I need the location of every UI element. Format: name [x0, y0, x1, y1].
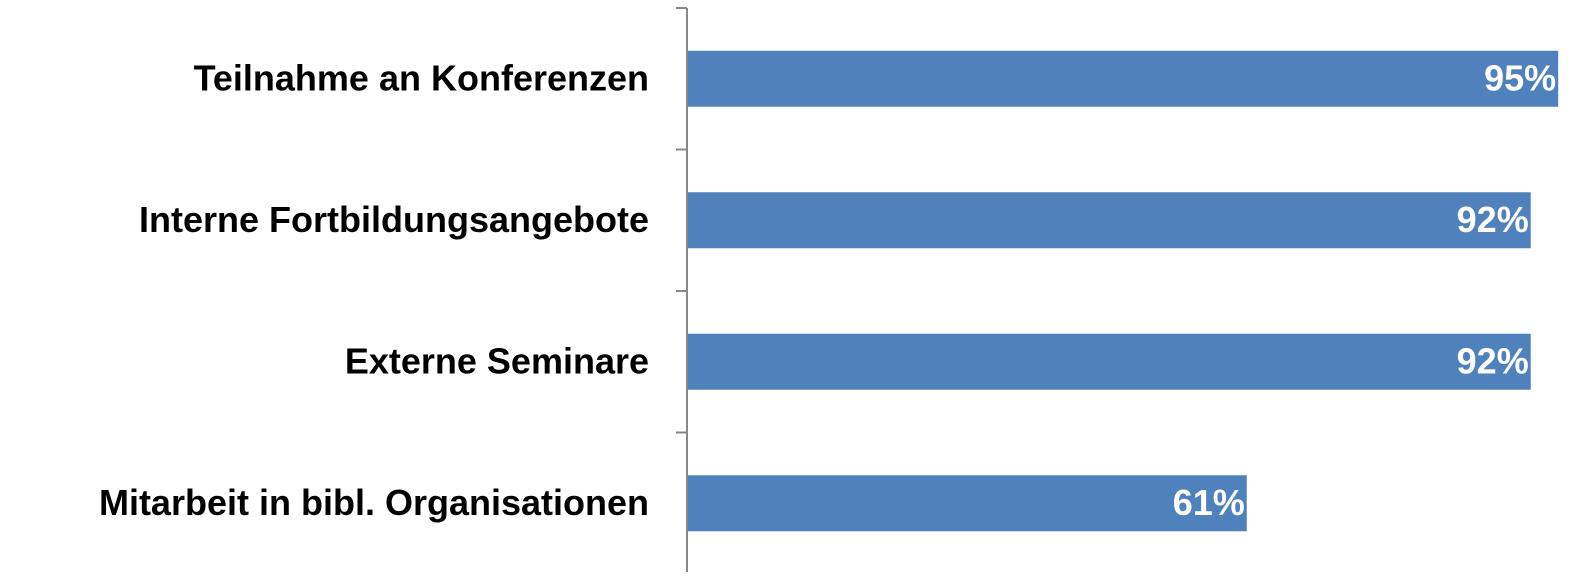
bar: [688, 333, 1531, 390]
category-label: Interne Fortbildungsangebote: [139, 199, 649, 240]
value-label: 92%: [1457, 340, 1529, 381]
value-label: 95%: [1484, 57, 1556, 98]
bar: [688, 475, 1247, 532]
category-label: Teilnahme an Konferenzen: [194, 57, 649, 98]
bar: [688, 50, 1559, 107]
value-label: 92%: [1457, 199, 1529, 240]
category-label: Externe Seminare: [345, 340, 649, 381]
category-label: Mitarbeit in bibl. Organisationen: [99, 482, 649, 523]
bar: [688, 192, 1531, 249]
value-label: 61%: [1173, 482, 1245, 523]
